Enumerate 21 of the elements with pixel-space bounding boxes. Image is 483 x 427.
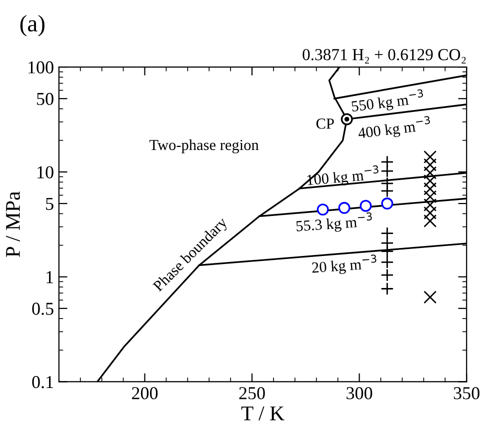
text: (a): [20, 14, 44, 36]
x-tick-label: 200: [132, 387, 158, 400]
annotation: Two-phase region: [150, 139, 259, 154]
annotation: CP: [316, 118, 334, 129]
y-tick-label: 0.1: [32, 376, 53, 388]
y-tick-label: 10: [38, 166, 54, 178]
x-tick-label: 350: [454, 387, 480, 400]
y-tick-label: 100: [28, 61, 54, 74]
x-tick-label: 300: [346, 387, 372, 400]
x-axis-title: T / K: [241, 406, 284, 420]
annotation: 20 kg m$^{−3}$: [312, 254, 378, 276]
y-axis-title: P / MPa: [6, 191, 20, 257]
annotation: 55.3 kg m$^{−3}$: [296, 212, 373, 235]
annotation: 550 kg m$^{−3}$: [350, 89, 424, 115]
y-tick-label: 0.5: [32, 302, 54, 315]
y-tick-label: 1: [46, 271, 53, 284]
annotation: 400 kg m$^{−3}$: [357, 116, 432, 142]
chart-title: 0.3871 H₂ + 0.6129 CO₂: [302, 49, 466, 64]
y-tick-label: 5: [46, 198, 54, 210]
y-tick-label: 50: [37, 92, 54, 106]
x-tick-label: 250: [239, 387, 265, 400]
